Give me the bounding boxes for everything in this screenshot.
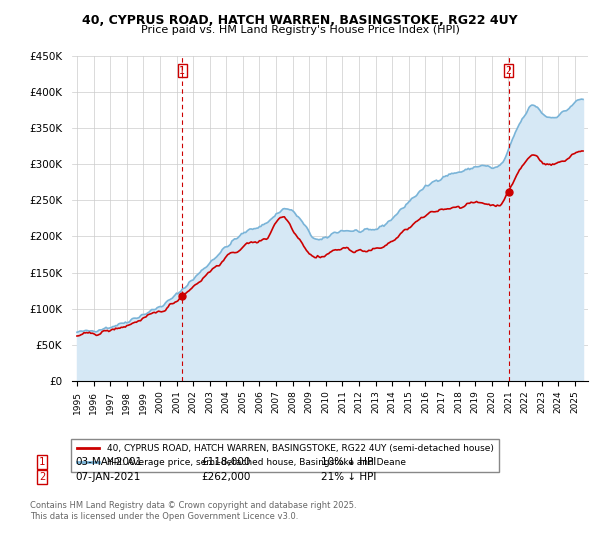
Text: 21% ↓ HPI: 21% ↓ HPI	[321, 472, 376, 482]
Text: 1: 1	[179, 66, 185, 76]
Text: 2: 2	[506, 66, 512, 76]
Text: Price paid vs. HM Land Registry's House Price Index (HPI): Price paid vs. HM Land Registry's House …	[140, 25, 460, 35]
Text: 2: 2	[39, 472, 45, 482]
Text: £262,000: £262,000	[201, 472, 250, 482]
Text: 10% ↓ HPI: 10% ↓ HPI	[321, 457, 376, 467]
Legend: 40, CYPRUS ROAD, HATCH WARREN, BASINGSTOKE, RG22 4UY (semi-detached house), HPI:: 40, CYPRUS ROAD, HATCH WARREN, BASINGSTO…	[71, 439, 499, 472]
Text: £118,000: £118,000	[201, 457, 250, 467]
Text: Contains HM Land Registry data © Crown copyright and database right 2025.
This d: Contains HM Land Registry data © Crown c…	[30, 501, 356, 521]
Text: 03-MAY-2001: 03-MAY-2001	[75, 457, 142, 467]
Text: 40, CYPRUS ROAD, HATCH WARREN, BASINGSTOKE, RG22 4UY: 40, CYPRUS ROAD, HATCH WARREN, BASINGSTO…	[82, 14, 518, 27]
Text: 07-JAN-2021: 07-JAN-2021	[75, 472, 140, 482]
Text: 1: 1	[39, 457, 45, 467]
